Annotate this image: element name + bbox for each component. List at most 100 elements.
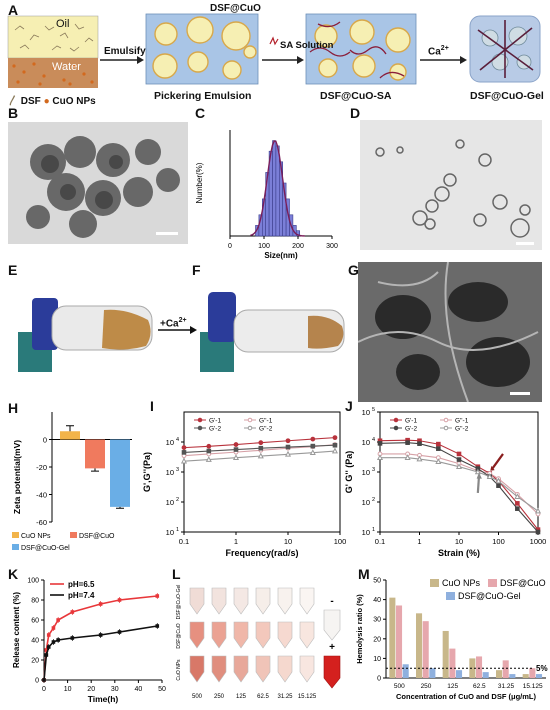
x-tick-label: 15.125 xyxy=(523,683,543,690)
y-tick-exponent: 4 xyxy=(372,437,375,443)
legend-marker xyxy=(247,425,253,431)
ca-label: Ca2+ xyxy=(428,45,449,58)
schematic-a xyxy=(7,13,541,88)
panel-label-f: F xyxy=(192,262,201,278)
y-axis-label: Release content (%) xyxy=(12,592,21,668)
tube xyxy=(211,621,227,649)
tube xyxy=(299,587,315,615)
legend-swatch xyxy=(70,532,77,538)
dsf-cuo-callout: DSF@CuO xyxy=(210,3,261,14)
panel-label-d: D xyxy=(350,105,361,121)
series-line xyxy=(380,457,539,512)
hemolysis-bar xyxy=(402,664,409,678)
data-point xyxy=(404,454,411,460)
dsf-cuo-gel-caption: DSF@CuO-Gel xyxy=(470,90,544,102)
y-tick-label: 80 xyxy=(31,598,39,605)
release-chart: 0 10 20 30 40 50 0 20 40 60 80 100 Time(h) Release co… xyxy=(12,578,166,705)
hemolysis-bar xyxy=(429,668,436,678)
emulsion-droplets xyxy=(152,16,257,80)
hemolysis-bar xyxy=(442,630,449,678)
hemolysis-bar xyxy=(529,668,536,678)
legend-swatch xyxy=(12,532,19,538)
tube xyxy=(233,587,249,615)
legend-swatch xyxy=(430,579,439,587)
data-point xyxy=(456,457,462,462)
x-tick-label: 20 xyxy=(87,686,95,693)
data-point xyxy=(181,450,187,455)
tube xyxy=(233,621,249,649)
cuo-np-dots xyxy=(12,62,94,86)
legend-label: G'-2 xyxy=(209,426,221,433)
tube xyxy=(233,655,249,683)
hemolysis-bar xyxy=(536,674,543,678)
data-point xyxy=(534,507,542,514)
panel-label-e: E xyxy=(8,262,18,278)
data-point xyxy=(258,445,264,451)
y-tick-label: -20 xyxy=(36,463,47,472)
legend-label: CuO NPs xyxy=(442,578,481,588)
y-tick-label: 10 xyxy=(166,468,174,477)
tube xyxy=(299,621,315,649)
data-point xyxy=(435,458,442,465)
row-label: CuO NPs xyxy=(176,659,182,681)
panel-label-h: H xyxy=(8,400,19,416)
panel-label-a: A xyxy=(8,2,19,18)
y-tick-exponent: 3 xyxy=(176,467,179,473)
x-tick-label: 1 xyxy=(417,537,421,546)
data-point xyxy=(258,440,264,446)
data-point xyxy=(486,473,493,479)
panel-label-l: L xyxy=(172,566,181,582)
data-point xyxy=(515,506,520,511)
legend-marker xyxy=(443,425,449,431)
concentration-label: 15.125 xyxy=(298,694,317,700)
hemolysis-bar xyxy=(449,648,456,678)
panel-label-j: J xyxy=(345,398,353,414)
concentration-label: 31.25 xyxy=(277,694,293,700)
hemolysis-bar xyxy=(456,670,463,678)
hemolysis-bar xyxy=(482,672,489,678)
legend-marker xyxy=(197,425,203,431)
crossover-arrowhead xyxy=(490,465,495,471)
hemolysis-bar xyxy=(416,613,423,678)
legend-label: G'-2 xyxy=(405,426,417,433)
x-axis-label: Time(h) xyxy=(88,694,119,704)
legend-swatch xyxy=(446,592,455,600)
hemolysis-bar xyxy=(396,605,403,678)
size-histogram: 0 100 200 300 Size(nm) Number(%) xyxy=(195,130,338,260)
vial-photos xyxy=(18,292,345,372)
negative-control-tube xyxy=(323,609,341,641)
concentration-label: 125 xyxy=(236,694,247,700)
crossover-arrow xyxy=(491,453,504,470)
data-point xyxy=(416,455,423,462)
legend-label: G''-1 xyxy=(455,418,469,425)
x-axis-label: Size(nm) xyxy=(264,251,298,260)
panel-label-g: G xyxy=(348,262,359,278)
data-point xyxy=(332,435,338,441)
legend-label: pH=7.4 xyxy=(68,591,95,600)
sa-chain-icon xyxy=(269,36,279,46)
hemolysis-bar xyxy=(502,660,509,678)
data-point xyxy=(377,441,383,446)
gaussian-fit-line xyxy=(250,140,305,237)
x-tick-label: 31.25 xyxy=(498,683,515,690)
tube xyxy=(255,621,271,649)
data-point xyxy=(405,440,410,445)
data-point xyxy=(456,451,462,457)
x-tick-label: 125 xyxy=(447,683,458,690)
hemolysis-bar xyxy=(422,621,429,678)
x-tick-label: 100 xyxy=(492,537,505,546)
x-tick-label: 0 xyxy=(42,686,46,693)
x-tick-label: 50 xyxy=(158,686,166,693)
hemolysis-bar xyxy=(496,670,503,678)
row-label: DSF@CuO-Gel xyxy=(176,585,182,620)
y-tick-label: 100 xyxy=(27,578,39,585)
legend-marker xyxy=(197,417,203,423)
x-tick-label: 100 xyxy=(334,537,347,546)
x-tick-label: 10 xyxy=(455,537,463,546)
y-tick-label: 10 xyxy=(166,438,174,447)
y-tick-label: 10 xyxy=(362,498,370,507)
legend-label: DSF@CuO xyxy=(500,578,546,588)
concentration-label: 500 xyxy=(192,694,203,700)
positive-control-label: + xyxy=(329,642,335,653)
y-tick-label: 10 xyxy=(362,468,370,477)
